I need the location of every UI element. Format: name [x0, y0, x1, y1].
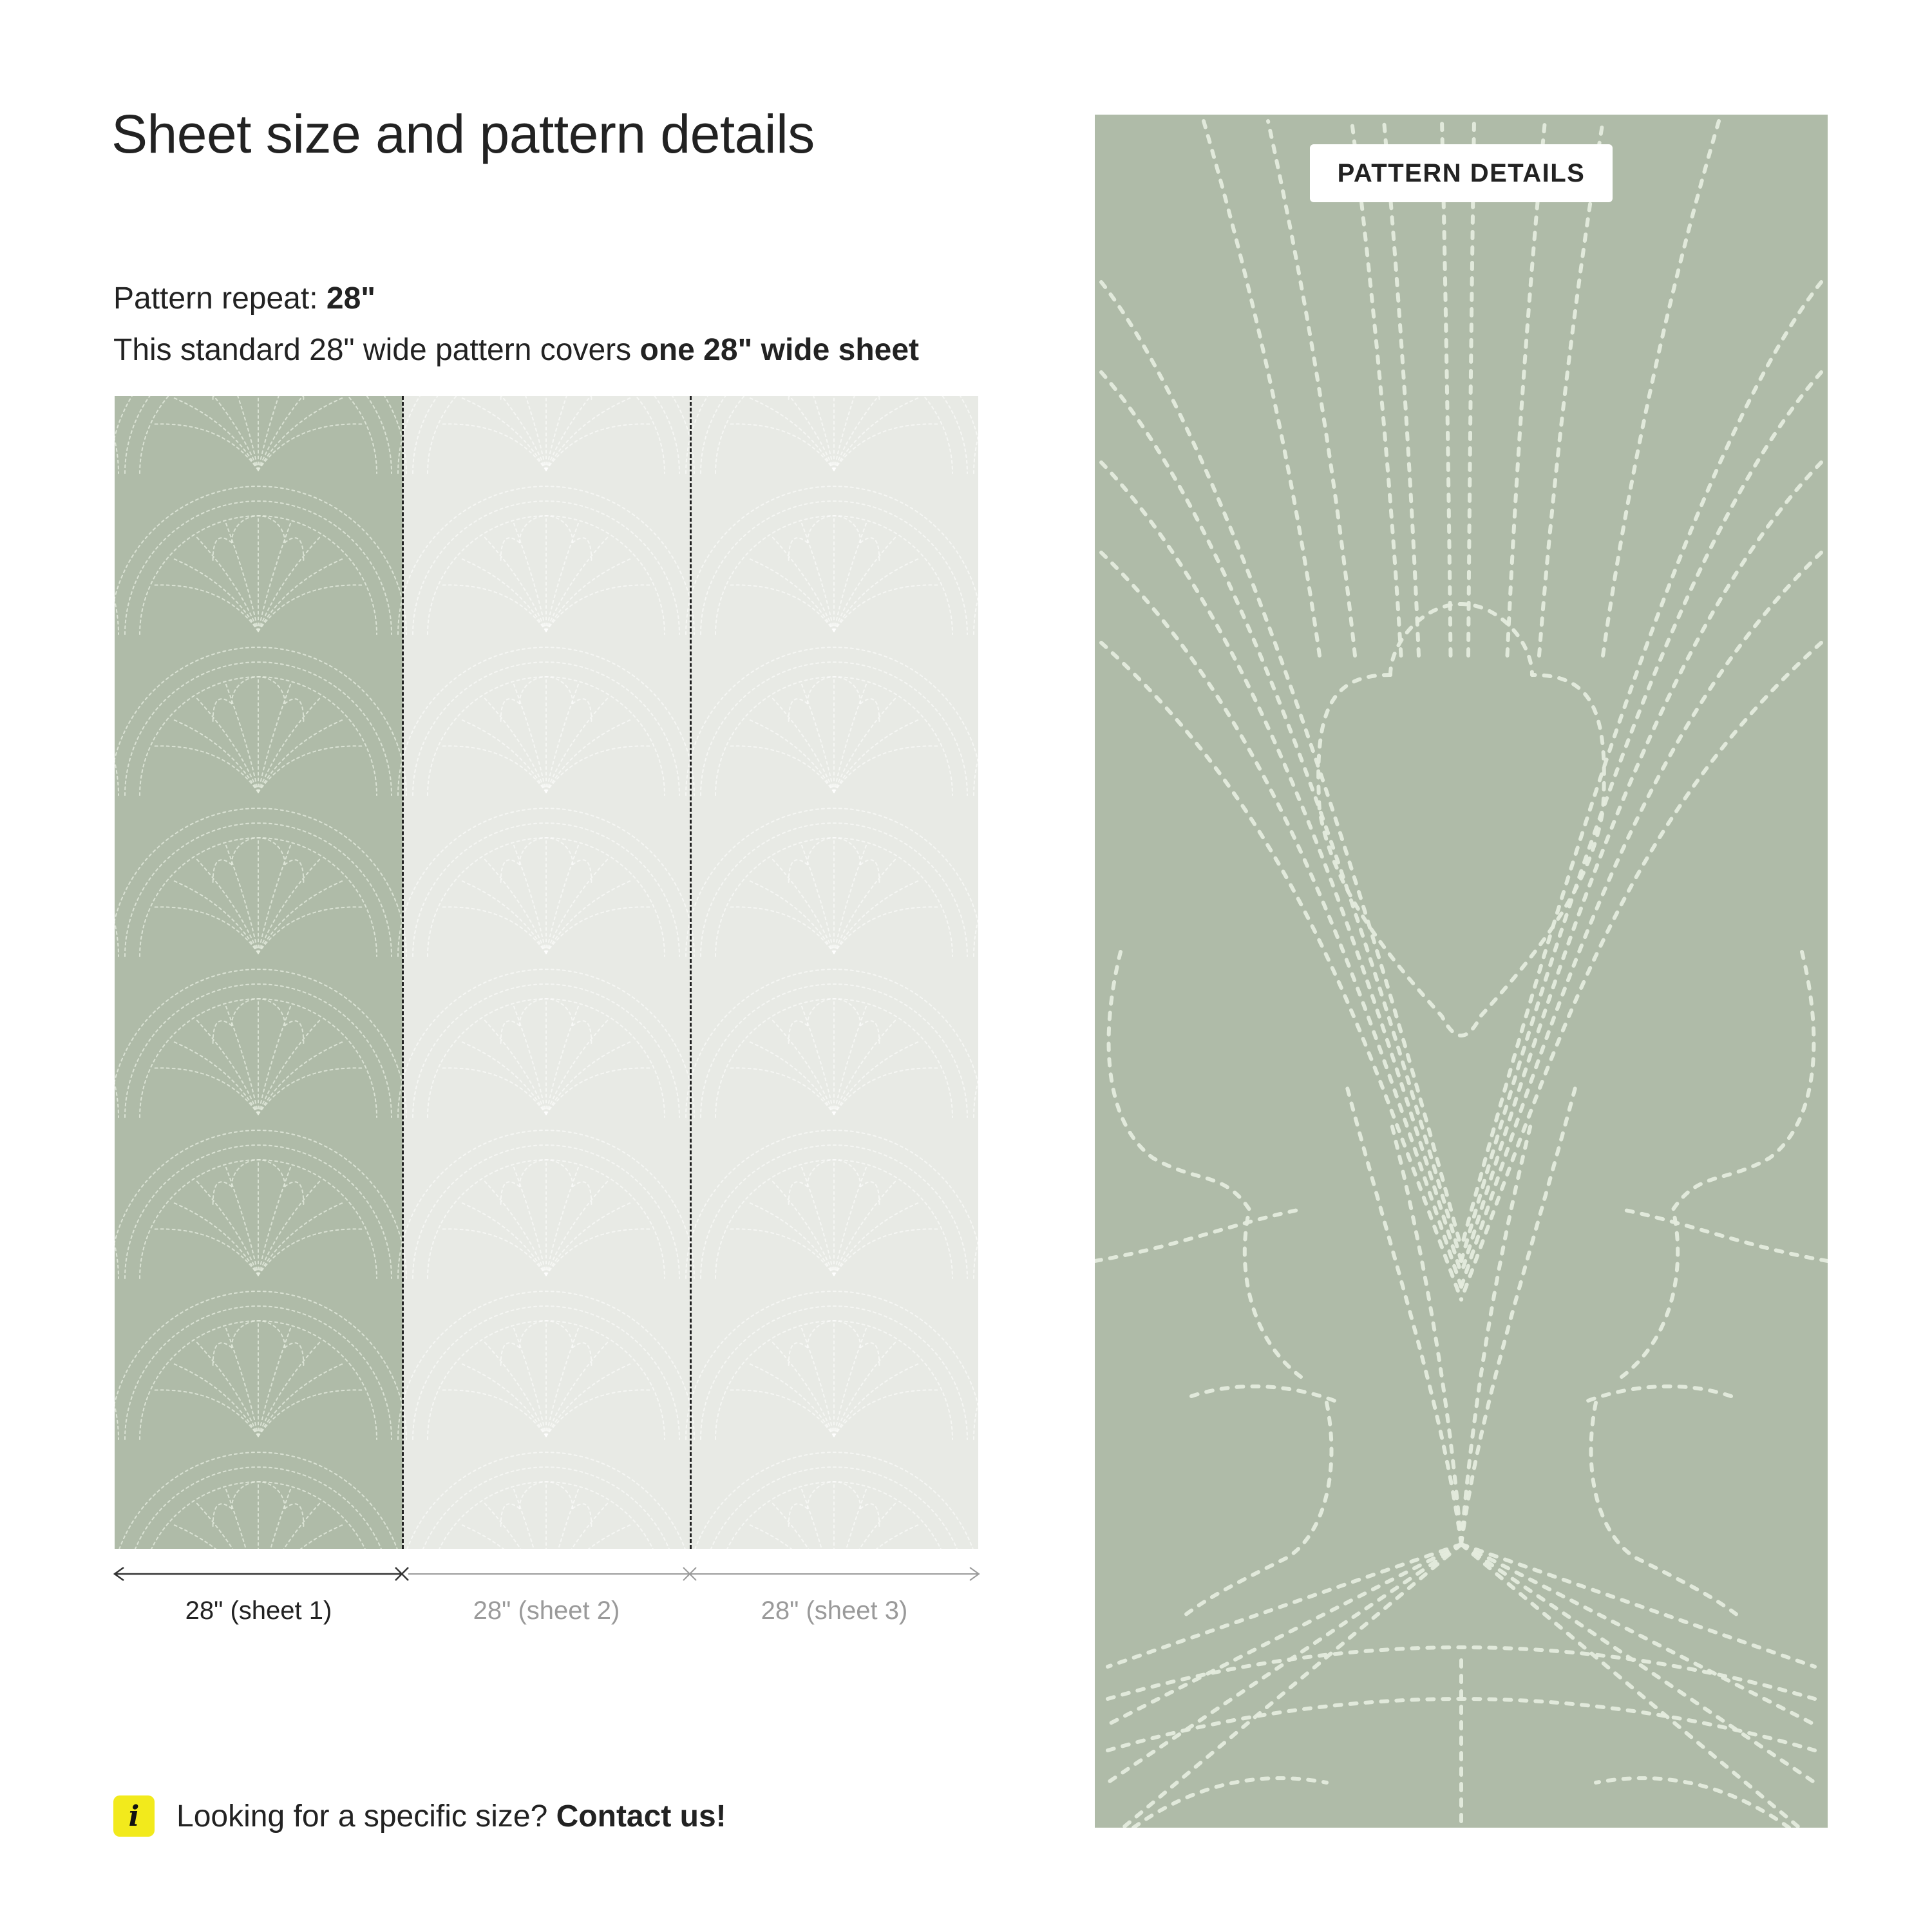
sheet-3-label: 28" (sheet 3): [761, 1596, 908, 1625]
sheet-2-label: 28" (sheet 2): [473, 1596, 620, 1625]
pattern-details-label: PATTERN DETAILS: [1310, 144, 1613, 202]
sheet-dimensions: 28" (sheet 1) 28" (sheet 2) 28" (sheet 3…: [109, 1562, 985, 1639]
sheet-layout: [115, 396, 979, 1549]
coverage-line: This standard 28" wide pattern covers on…: [113, 332, 919, 368]
pattern-detail-panel: PATTERN DETAILS: [1095, 115, 1828, 1828]
contact-link[interactable]: Contact us!: [556, 1799, 726, 1833]
dimension-arrows: [113, 1566, 980, 1582]
sheet-1-pattern: [115, 396, 402, 1549]
page-title: Sheet size and pattern details: [111, 104, 815, 164]
pattern-detail-art: [1095, 119, 1828, 1828]
coverage-text: This standard 28" wide pattern covers: [113, 333, 640, 367]
pattern-repeat-label: Pattern repeat:: [113, 281, 327, 316]
info-icon: i: [113, 1795, 155, 1837]
sheet-divider: [402, 396, 404, 1549]
pattern-repeat-line: Pattern repeat: 28": [113, 281, 375, 316]
sheet-2-blank: [402, 396, 690, 1549]
coverage-emphasis: one 28" wide sheet: [639, 333, 920, 367]
sheet-divider: [690, 396, 692, 1549]
sheet-1-label: 28" (sheet 1): [185, 1596, 332, 1625]
contact-prompt: i Looking for a specific size? Contact u…: [113, 1795, 726, 1837]
sheet-3-blank: [690, 396, 978, 1549]
contact-question: Looking for a specific size?: [176, 1799, 556, 1833]
pattern-repeat-value: 28": [326, 281, 376, 316]
